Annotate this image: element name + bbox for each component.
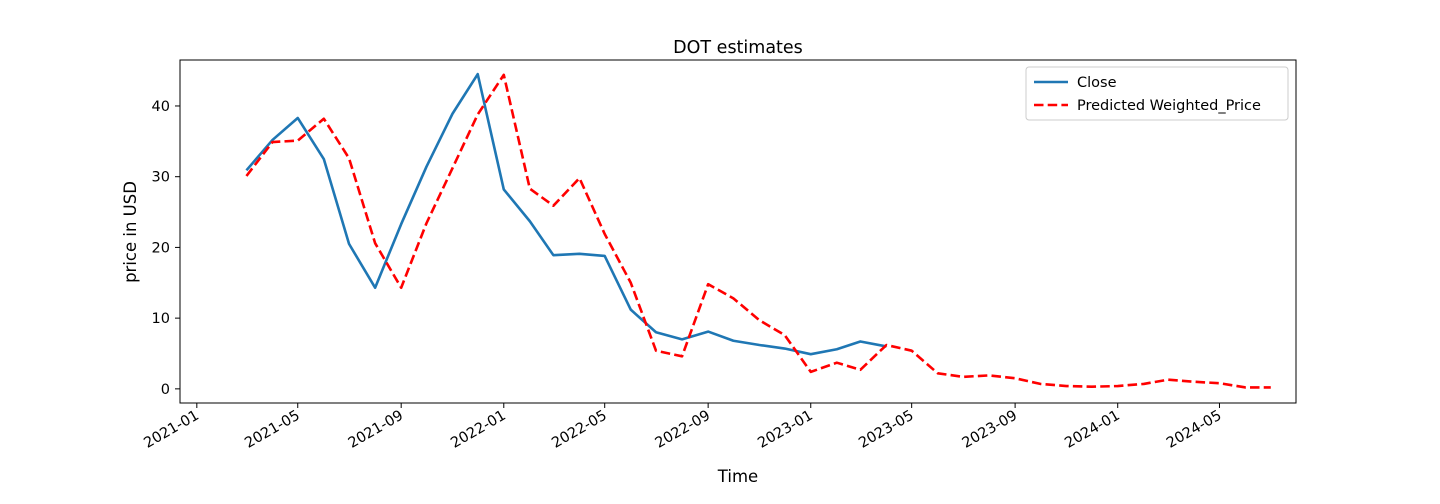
legend-items: Close Predicted Weighted_Price (1034, 75, 1261, 114)
y-tick-label: 30 (152, 170, 170, 186)
legend-box (1025, 66, 1289, 121)
y-axis-label: price in USD (121, 181, 140, 283)
y-tick-label: 0 (161, 382, 170, 398)
legend-label-1: Predicted Weighted_Price (1077, 98, 1261, 114)
series-layer (245, 72, 1271, 389)
series-line-1 (245, 73, 1271, 389)
legend-label-0: Close (1077, 75, 1117, 91)
chart-title: DOT estimates (673, 38, 803, 58)
series-line-0 (245, 72, 887, 356)
plot-area (179, 59, 1297, 404)
chart-legend: Close Predicted Weighted_Price (1025, 66, 1289, 121)
y-tick-label: 20 (152, 240, 170, 256)
axes-frame (179, 59, 1297, 404)
y-tick-label: 10 (152, 311, 170, 327)
y-tick-label: 40 (152, 99, 170, 115)
y-axis: 0 10 20 30 40 (152, 99, 180, 398)
x-axis-label: Time (717, 467, 758, 486)
